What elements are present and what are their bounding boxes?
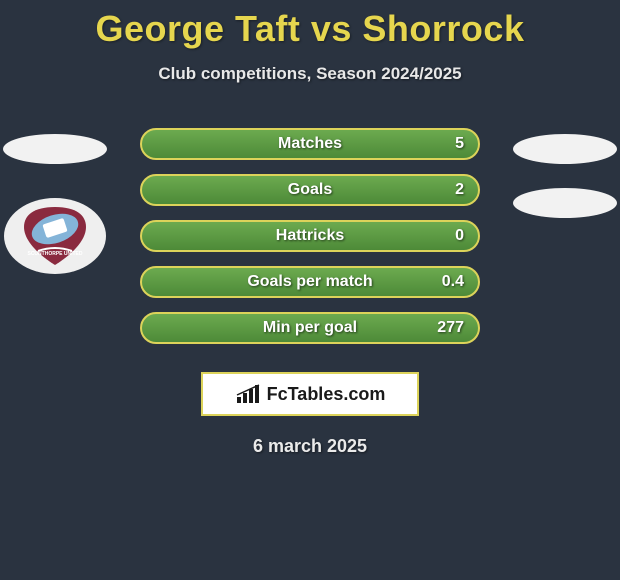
page-title: George Taft vs Shorrock [0, 0, 620, 50]
right-player-column [510, 128, 620, 218]
stat-bar-min-per-goal: Min per goal 277 [140, 312, 480, 344]
stat-label: Goals per match [247, 273, 372, 291]
subtitle: Club competitions, Season 2024/2025 [0, 64, 620, 84]
stat-bar-hattricks: Hattricks 0 [140, 220, 480, 252]
stat-label: Hattricks [276, 227, 344, 245]
stat-value: 5 [455, 135, 464, 153]
bars-icon [235, 383, 263, 405]
brand-badge: FcTables.com [201, 372, 419, 416]
player-avatar-placeholder [3, 134, 107, 164]
svg-text:SCUNTHORPE UNITED: SCUNTHORPE UNITED [27, 251, 82, 257]
stat-bar-goals-per-match: Goals per match 0.4 [140, 266, 480, 298]
stat-bar-goals: Goals 2 [140, 174, 480, 206]
stat-value: 277 [437, 319, 464, 337]
stat-label: Min per goal [263, 319, 357, 337]
stat-label: Matches [278, 135, 342, 153]
left-player-column: SCUNTHORPE UNITED [0, 128, 110, 274]
date-text: 6 march 2025 [0, 436, 620, 457]
stat-value: 0 [455, 227, 464, 245]
stats-bars: Matches 5 Goals 2 Hattricks 0 Goals per … [140, 128, 480, 344]
stat-value: 0.4 [442, 273, 464, 291]
club-badge-icon: SCUNTHORPE UNITED [14, 205, 96, 267]
comparison-content: SCUNTHORPE UNITED Matches 5 Goals 2 Hatt… [0, 128, 620, 457]
stat-bar-matches: Matches 5 [140, 128, 480, 160]
player-avatar-placeholder [513, 134, 617, 164]
player-avatar-placeholder [513, 188, 617, 218]
stat-label: Goals [288, 181, 332, 199]
stat-value: 2 [455, 181, 464, 199]
club-badge: SCUNTHORPE UNITED [4, 198, 106, 274]
brand-text: FcTables.com [267, 384, 386, 405]
